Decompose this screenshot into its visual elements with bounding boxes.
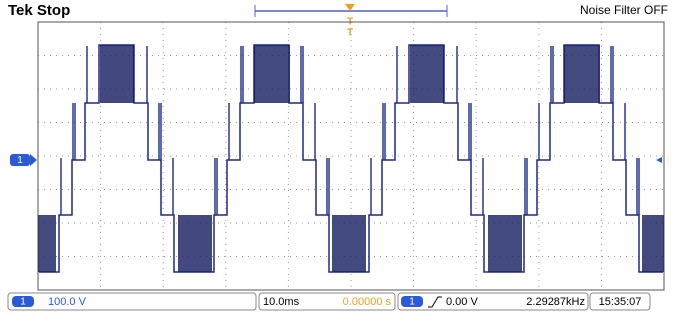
time-per-div: 10.0ms — [263, 296, 300, 308]
channel-number: 1 — [20, 297, 26, 308]
scope-state: Tek Stop — [8, 2, 70, 19]
channel-box — [8, 293, 256, 310]
trigger-channel: 1 — [409, 297, 415, 308]
trigger-marker-t2: T — [347, 28, 353, 39]
volts-per-div: 100.0 V — [48, 296, 87, 308]
page: Tek Stop T T Noise Filter OFF 1 1 100.0 … — [0, 0, 686, 329]
scope-screen: Tek Stop T T Noise Filter OFF 1 1 100.0 … — [0, 0, 686, 329]
noise-filter-status: Noise Filter OFF — [580, 3, 668, 17]
frequency: 2.29287kHz — [526, 296, 585, 308]
clock: 15:35:07 — [599, 296, 642, 308]
channel-marker-label: 1 — [17, 155, 23, 166]
trigger-level: 0.00 V — [446, 296, 478, 308]
trigger-position: 0.00000 s — [343, 296, 392, 308]
